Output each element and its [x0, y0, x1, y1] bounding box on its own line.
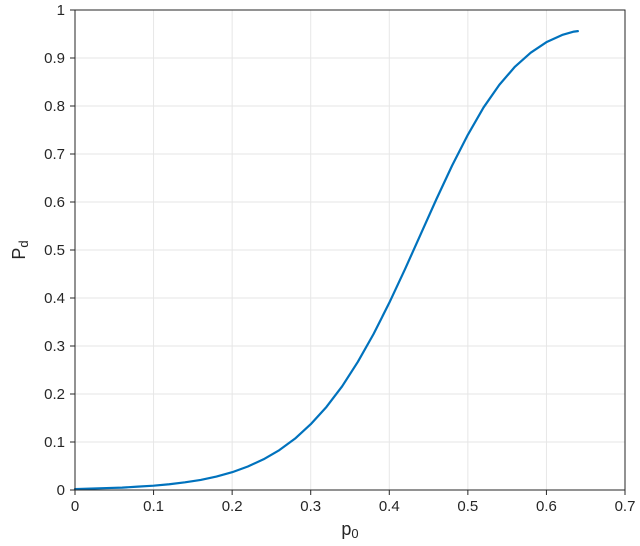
ytick-label: 0.6	[44, 194, 65, 211]
ytick-label: 0	[57, 482, 65, 499]
xtick-label: 0.1	[143, 498, 164, 515]
chart-svg: 0 0.1 0.2 0.3 0.4 0.5 0.6 0.7 0 0.1 0.2 0.3 0.4 0.5 0.…	[0, 0, 640, 546]
xtick-label: 0.4	[379, 498, 400, 515]
xtick-label: 0.7	[615, 498, 636, 515]
xtick-label: 0.3	[300, 498, 321, 515]
line-chart: 0 0.1 0.2 0.3 0.4 0.5 0.6 0.7 0 0.1 0.2 0.3 0.4 0.5 0.…	[0, 0, 640, 546]
ytick-label: 0.9	[44, 50, 65, 67]
ytick-label: 1	[57, 2, 65, 19]
xtick-label: 0.5	[457, 498, 478, 515]
ytick-label: 0.8	[44, 98, 65, 115]
xtick-label: 0.2	[222, 498, 243, 515]
ytick-label: 0.4	[44, 290, 65, 307]
ytick-label: 0.7	[44, 146, 65, 163]
ytick-label: 0.5	[44, 242, 65, 259]
xtick-label: 0.6	[536, 498, 557, 515]
ytick-label: 0.1	[44, 434, 65, 451]
ytick-label: 0.3	[44, 338, 65, 355]
ytick-label: 0.2	[44, 386, 65, 403]
xtick-label: 0	[71, 498, 79, 515]
